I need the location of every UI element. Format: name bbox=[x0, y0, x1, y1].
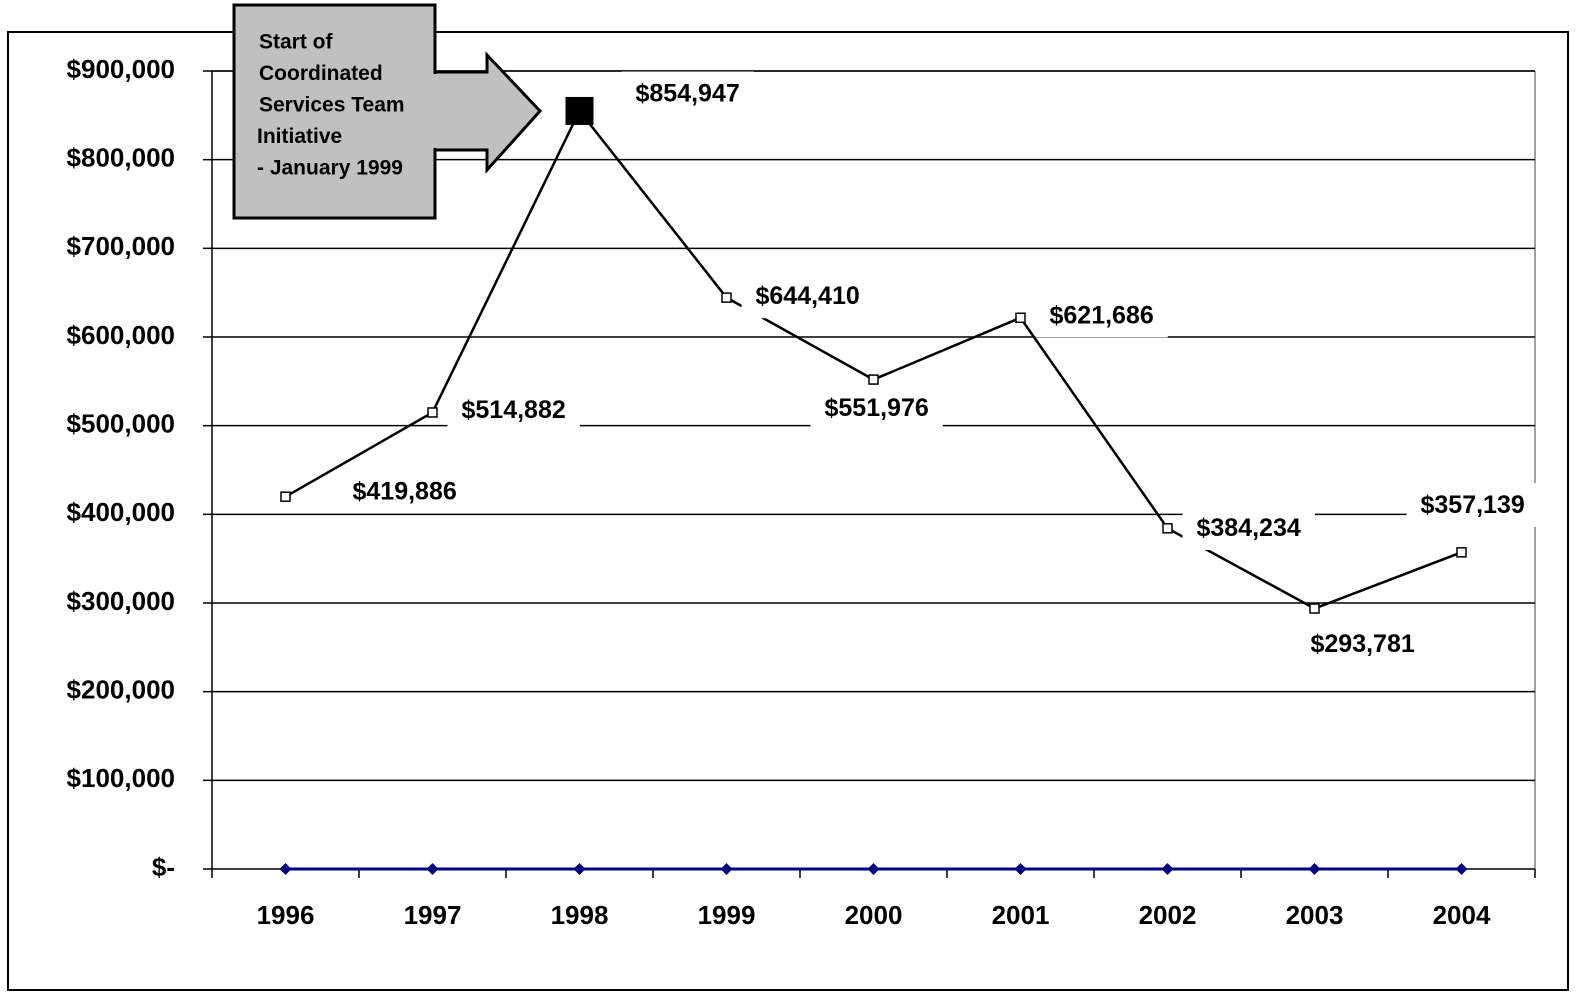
annotation-arrow bbox=[431, 51, 543, 174]
value-label-bg bbox=[1406, 482, 1539, 527]
y-tick-label: $700,000 bbox=[67, 231, 175, 261]
marker bbox=[1456, 547, 1467, 558]
marker bbox=[1015, 312, 1026, 324]
marker bbox=[867, 863, 880, 875]
annotation-text: Initiative bbox=[257, 125, 342, 148]
x-tick-label: 2001 bbox=[992, 900, 1050, 930]
annotation-box bbox=[232, 3, 437, 220]
marker bbox=[280, 491, 291, 502]
y-tick-label: $- bbox=[152, 852, 175, 882]
value-label-bg bbox=[1182, 505, 1315, 550]
plot-area: $- $100,000 $200,000 $300,000 $400,000 $500,0… bbox=[67, 54, 1539, 930]
annotation-text: Services Team bbox=[259, 94, 405, 117]
marker bbox=[720, 863, 733, 875]
value-label: $357,139 bbox=[1421, 491, 1525, 519]
marker bbox=[868, 374, 879, 385]
marker bbox=[279, 863, 292, 875]
value-label-bg bbox=[1296, 622, 1429, 667]
marker-highlight bbox=[565, 96, 594, 125]
annotation-text: Coordinated bbox=[259, 62, 383, 85]
value-label: $384,234 bbox=[1197, 514, 1301, 542]
x-tick-label: 2000 bbox=[845, 900, 903, 930]
value-label-bg bbox=[810, 386, 943, 431]
x-tick-label: 2004 bbox=[1433, 900, 1491, 930]
x-tick-label: 1999 bbox=[698, 900, 756, 930]
annotation-joint bbox=[432, 74, 438, 148]
value-label: $419,886 bbox=[353, 477, 457, 505]
y-tick-label: $300,000 bbox=[67, 586, 175, 616]
annotation: Start of Coordinated Services Team Initiati… bbox=[232, 3, 543, 220]
x-tick-label: 2002 bbox=[1139, 900, 1197, 930]
marker bbox=[426, 863, 439, 875]
x-tick-label: 1998 bbox=[551, 900, 609, 930]
value-label: $854,947 bbox=[636, 80, 740, 108]
marker bbox=[573, 863, 586, 875]
y-tick-label: $900,000 bbox=[67, 54, 175, 84]
y-tick-label: $800,000 bbox=[67, 143, 175, 173]
value-label: $621,686 bbox=[1050, 301, 1154, 329]
y-tick-label: $500,000 bbox=[67, 409, 175, 439]
value-label: $551,976 bbox=[825, 394, 929, 422]
marker bbox=[721, 292, 732, 303]
value-label-bg bbox=[741, 274, 874, 319]
marker bbox=[1309, 603, 1320, 614]
x-tick-label: 2003 bbox=[1286, 900, 1344, 930]
marker bbox=[1161, 863, 1174, 875]
value-label-bg bbox=[338, 469, 471, 514]
marker bbox=[1455, 863, 1468, 875]
value-label: $644,410 bbox=[756, 282, 860, 310]
marker bbox=[1162, 523, 1173, 534]
x-tick-label: 1997 bbox=[404, 900, 462, 930]
annotation-text: - January 1999 bbox=[257, 157, 403, 180]
y-tick-label: $100,000 bbox=[67, 763, 175, 793]
value-label-bg bbox=[447, 388, 580, 433]
value-label-bg bbox=[621, 71, 754, 116]
y-tick-label: $400,000 bbox=[67, 497, 175, 527]
marker bbox=[1308, 863, 1321, 875]
value-label: $293,781 bbox=[1311, 630, 1415, 658]
y-tick-label: $200,000 bbox=[67, 675, 175, 705]
marker bbox=[427, 407, 438, 418]
marker bbox=[1014, 863, 1027, 875]
value-label: $514,882 bbox=[462, 396, 566, 424]
x-tick-label: 1996 bbox=[257, 900, 315, 930]
y-tick-label: $600,000 bbox=[67, 320, 175, 350]
value-label-bg bbox=[1035, 293, 1168, 338]
annotation-text: Start of bbox=[259, 31, 334, 54]
